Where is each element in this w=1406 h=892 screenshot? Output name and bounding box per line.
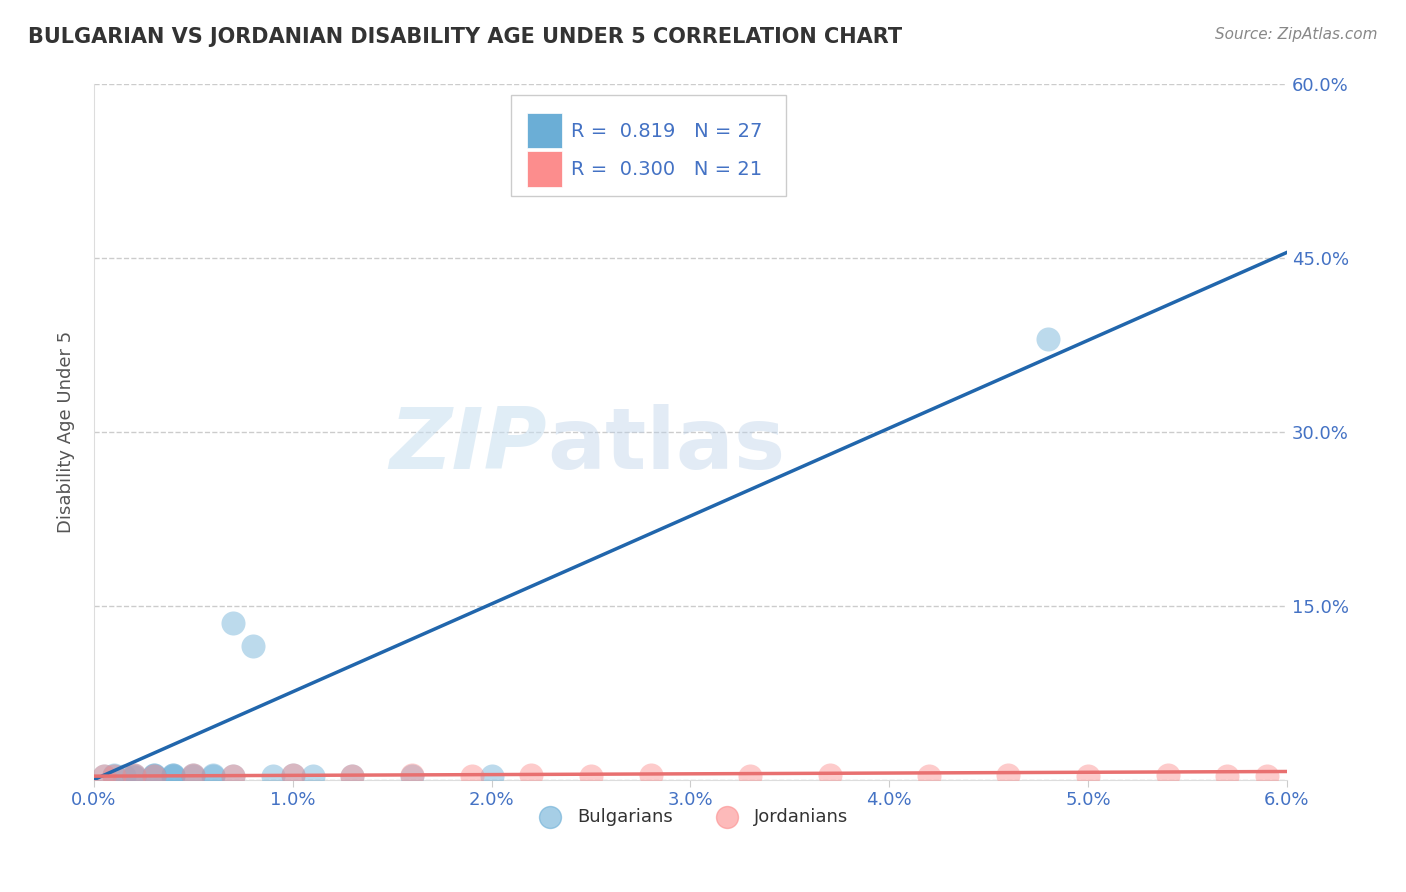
- Point: [103, 768, 125, 782]
- Point: [738, 769, 761, 783]
- Point: [202, 769, 225, 783]
- Point: [281, 768, 304, 782]
- Text: BULGARIAN VS JORDANIAN DISABILITY AGE UNDER 5 CORRELATION CHART: BULGARIAN VS JORDANIAN DISABILITY AGE UN…: [28, 27, 903, 46]
- Point: [242, 640, 264, 654]
- Point: [1256, 769, 1278, 783]
- Text: atlas: atlas: [547, 404, 786, 487]
- Text: R =  0.819   N = 27: R = 0.819 N = 27: [571, 121, 762, 141]
- Legend: Bulgarians, Jordanians: Bulgarians, Jordanians: [524, 801, 856, 833]
- Point: [142, 768, 165, 782]
- Point: [640, 768, 662, 782]
- Point: [1077, 769, 1099, 783]
- Text: Source: ZipAtlas.com: Source: ZipAtlas.com: [1215, 27, 1378, 42]
- Point: [142, 769, 165, 783]
- Point: [103, 769, 125, 783]
- Point: [93, 769, 115, 783]
- Point: [112, 769, 135, 783]
- FancyBboxPatch shape: [527, 113, 561, 148]
- Point: [579, 769, 602, 783]
- Point: [401, 768, 423, 782]
- Point: [262, 769, 284, 783]
- FancyBboxPatch shape: [527, 151, 561, 186]
- FancyBboxPatch shape: [512, 95, 786, 195]
- Point: [997, 768, 1019, 782]
- Text: R =  0.300   N = 21: R = 0.300 N = 21: [571, 160, 762, 178]
- Point: [93, 769, 115, 783]
- Point: [520, 768, 543, 782]
- Point: [1156, 768, 1178, 782]
- Point: [222, 769, 245, 783]
- Point: [162, 768, 184, 782]
- Point: [122, 769, 145, 783]
- Point: [460, 769, 482, 783]
- Y-axis label: Disability Age Under 5: Disability Age Under 5: [58, 331, 75, 533]
- Point: [142, 769, 165, 783]
- Point: [342, 769, 364, 783]
- Point: [183, 768, 205, 782]
- Point: [122, 770, 145, 784]
- Point: [1216, 769, 1239, 783]
- Text: ZIP: ZIP: [389, 404, 547, 487]
- Point: [1038, 332, 1060, 346]
- Point: [401, 769, 423, 783]
- Point: [122, 768, 145, 782]
- Point: [162, 768, 184, 782]
- Point: [281, 768, 304, 782]
- Point: [222, 616, 245, 631]
- Point: [142, 768, 165, 782]
- Point: [918, 769, 941, 783]
- Point: [301, 769, 323, 783]
- Point: [162, 769, 184, 783]
- Point: [103, 769, 125, 783]
- Point: [481, 769, 503, 783]
- Point: [122, 768, 145, 782]
- Point: [818, 768, 841, 782]
- Point: [202, 768, 225, 782]
- Point: [183, 769, 205, 783]
- Point: [342, 769, 364, 783]
- Point: [222, 769, 245, 783]
- Point: [183, 768, 205, 782]
